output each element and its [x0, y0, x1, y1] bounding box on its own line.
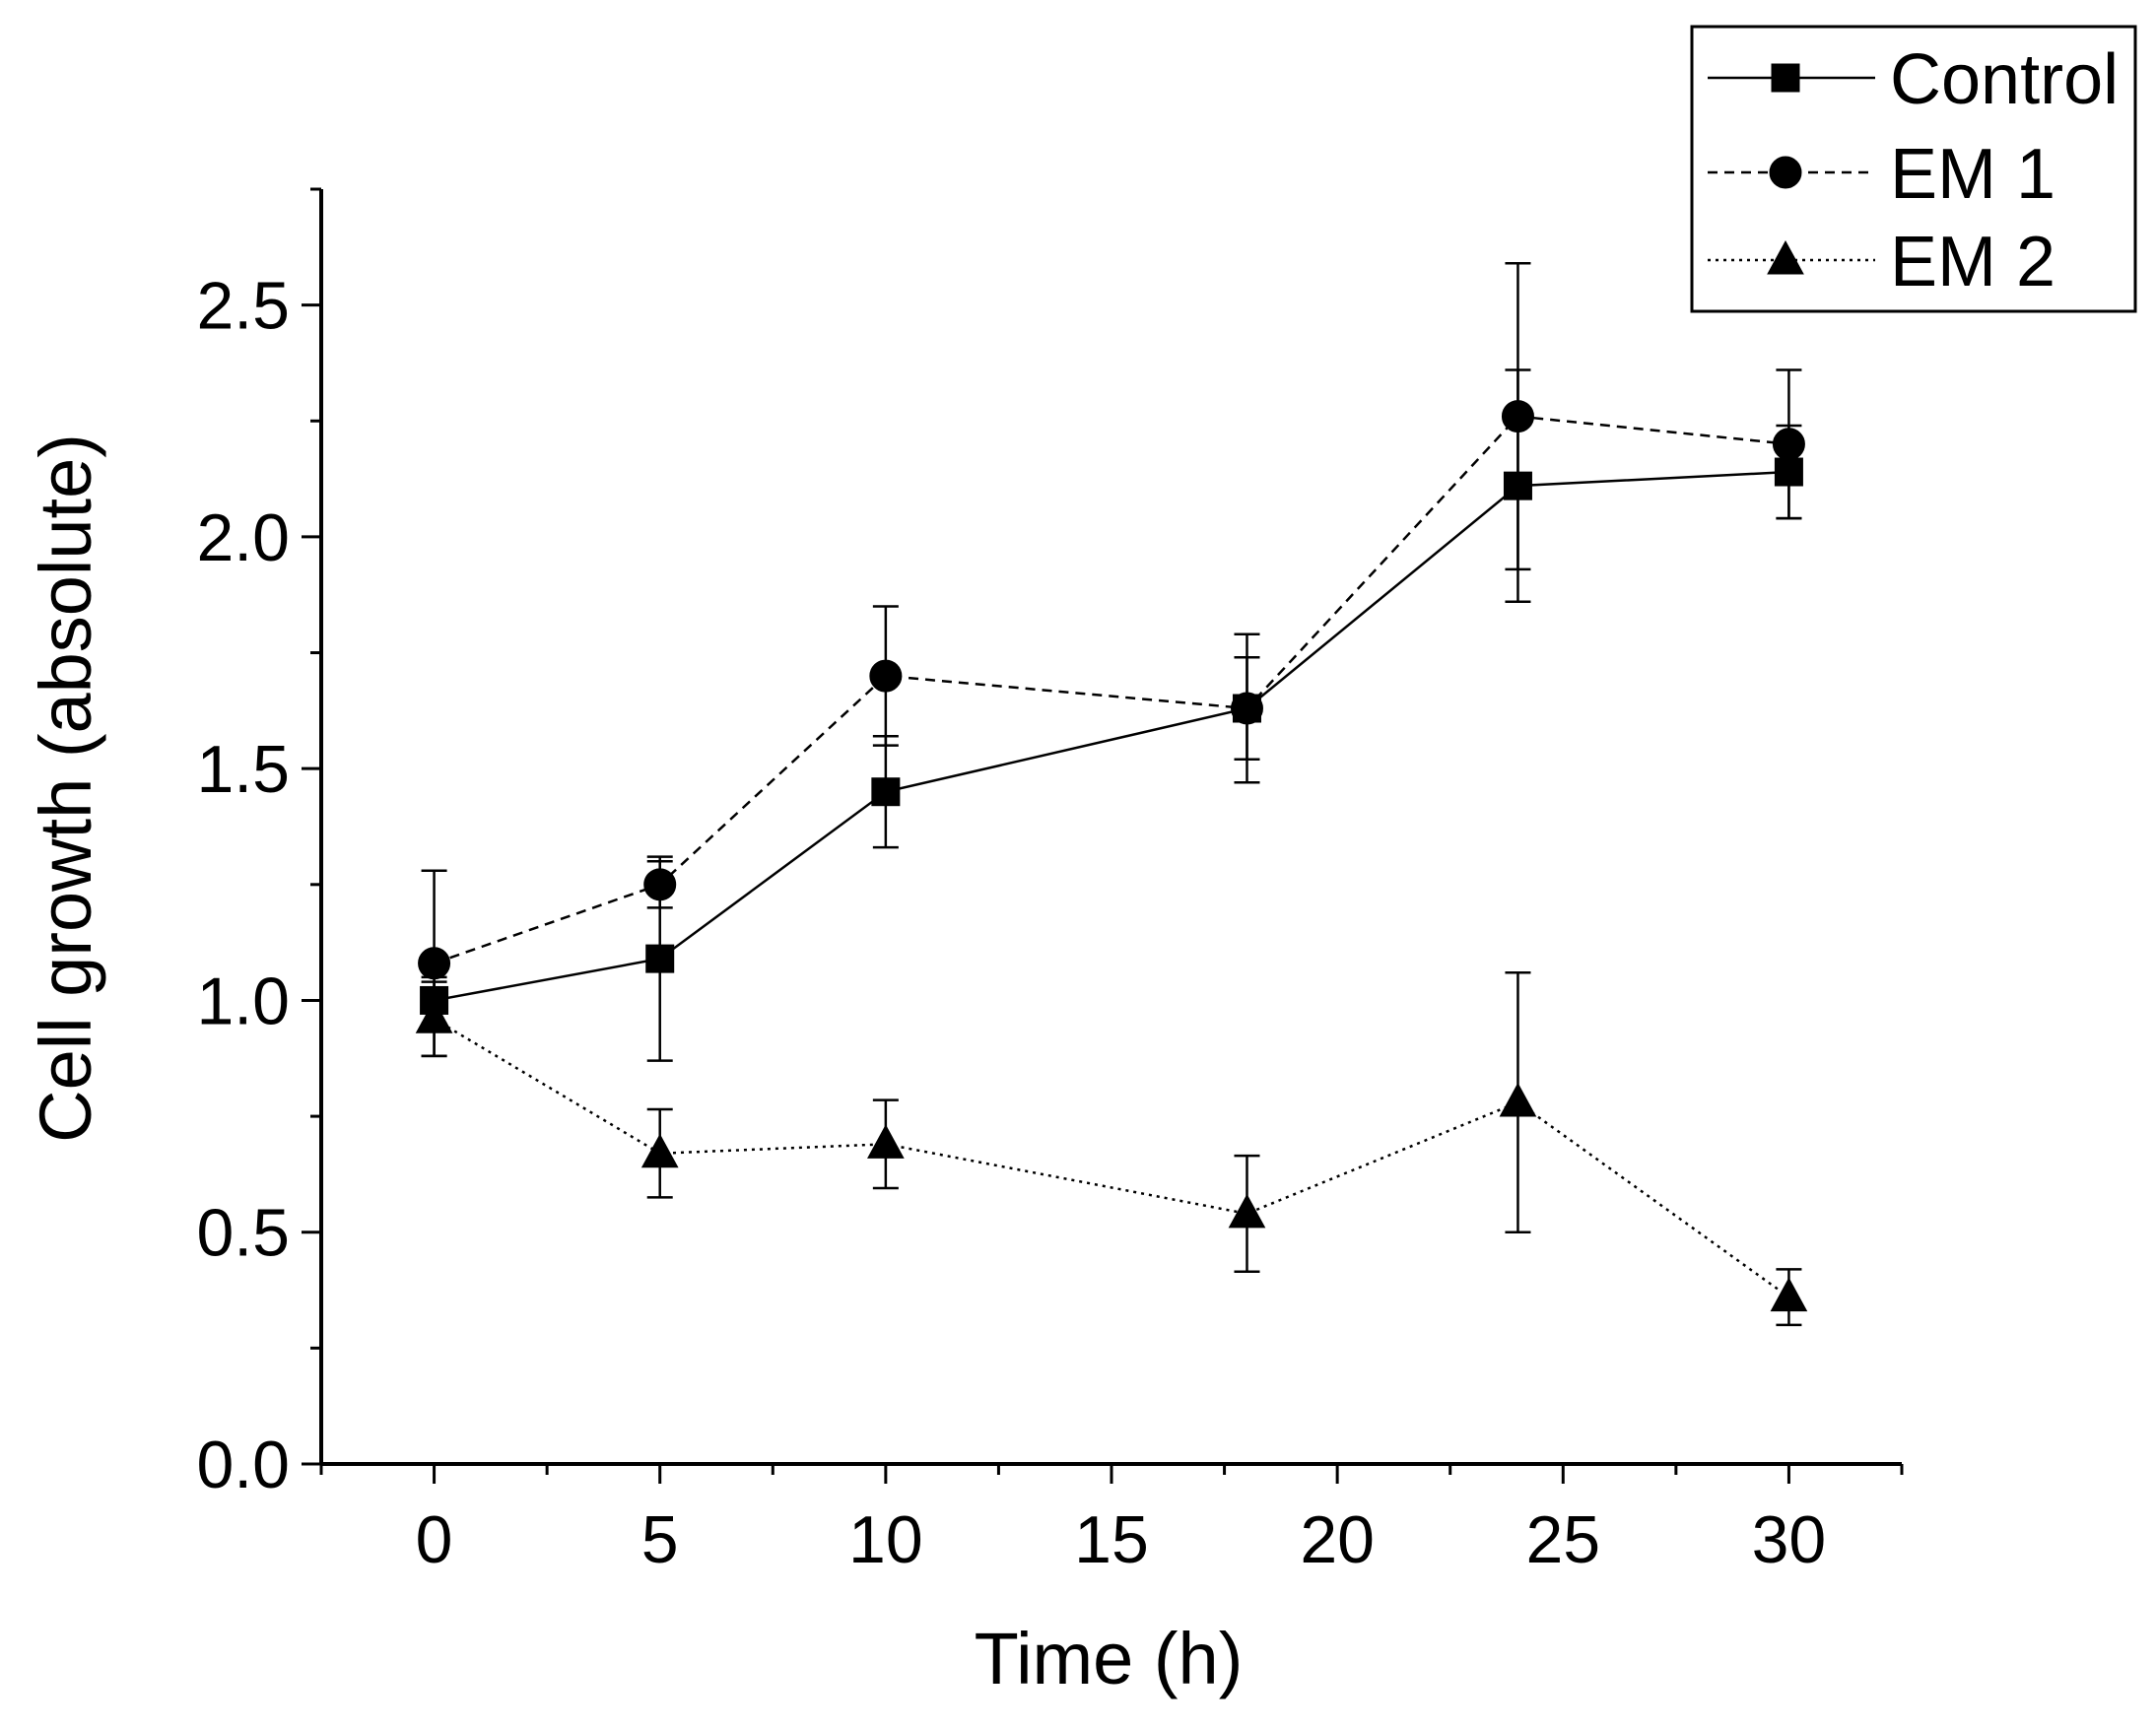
- x-tick-label: 25: [1525, 1502, 1600, 1577]
- x-tick-label: 0: [416, 1502, 453, 1577]
- legend: Control EM 1 EM 2: [1690, 25, 2137, 313]
- y-tick-label: 0.5: [196, 1196, 290, 1271]
- data-point: [640, 1133, 679, 1168]
- x-tick-label: 30: [1752, 1502, 1827, 1577]
- data-point: [1499, 1082, 1537, 1117]
- y-tick-label: 1.0: [196, 964, 290, 1038]
- legend-label: Control: [1890, 40, 2119, 119]
- series-line: [434, 415, 1789, 964]
- y-tick-label: 2.0: [196, 500, 290, 575]
- legend-label: EM 1: [1890, 135, 2055, 214]
- data-point: [867, 1124, 905, 1159]
- legend-marker: [1769, 156, 1802, 189]
- data-point: [1228, 1193, 1266, 1229]
- series-line: [434, 470, 1789, 1002]
- series-em-1: [418, 262, 1805, 1058]
- y-axis-title: Cell growth (absolute): [25, 433, 106, 1143]
- legend-box: [1690, 25, 2137, 313]
- y-tick-label: 1.5: [196, 732, 290, 807]
- data-point: [1230, 692, 1263, 725]
- data-point: [1501, 400, 1534, 433]
- data-point: [869, 659, 903, 693]
- series-line: [433, 1018, 1790, 1298]
- x-tick-label: 20: [1300, 1502, 1375, 1577]
- y-tick-label: 0.0: [196, 1428, 290, 1502]
- data-point: [418, 947, 451, 980]
- series-control: [420, 368, 1803, 1062]
- data-point: [643, 868, 677, 901]
- series-em-2: [415, 970, 1808, 1327]
- y-tick-label: 2.5: [196, 269, 290, 344]
- legend-label: EM 2: [1890, 223, 2055, 301]
- x-axis-title: Time (h): [975, 1618, 1244, 1699]
- data-point: [645, 944, 675, 973]
- x-tick-label: 5: [641, 1502, 679, 1577]
- x-tick-label: 15: [1074, 1502, 1149, 1577]
- data-point: [1770, 1277, 1808, 1312]
- data-point: [1772, 428, 1805, 461]
- x-tick-label: 10: [848, 1502, 923, 1577]
- legend-marker: [1771, 63, 1800, 93]
- axes-layer: 0.0 0.5 1.0 1.5 2.0 2.5 0 5 10 15 20 25 30: [196, 187, 1904, 1577]
- data-point: [871, 777, 901, 807]
- series-layer: [415, 262, 1808, 1327]
- legend-marker: [1767, 239, 1804, 275]
- data-point: [415, 999, 453, 1033]
